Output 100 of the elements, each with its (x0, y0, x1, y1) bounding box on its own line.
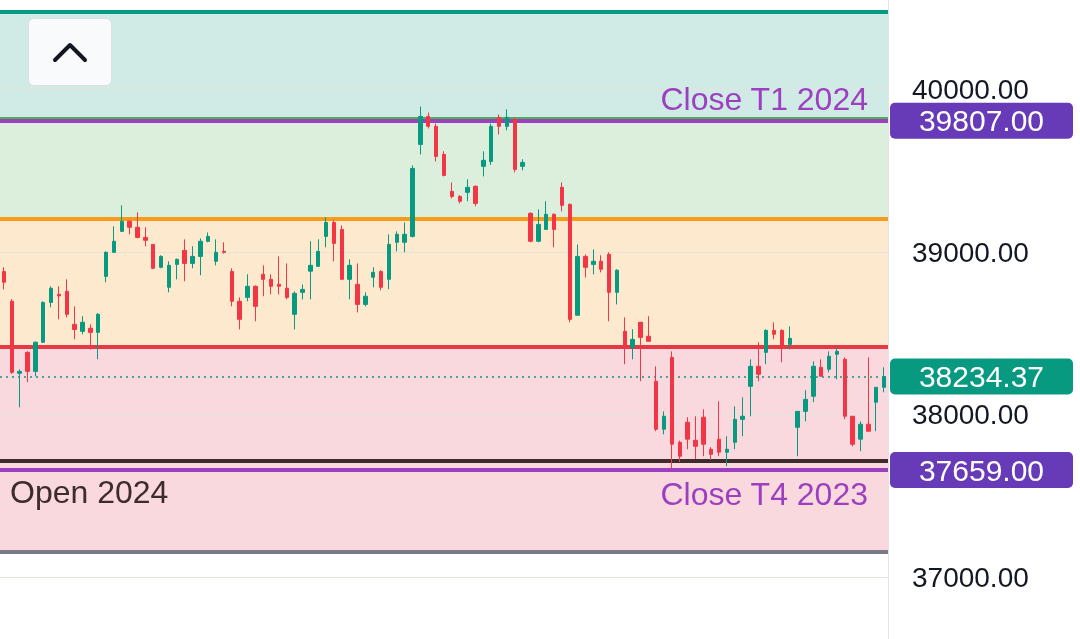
candlestick (269, 273, 273, 295)
candlestick (874, 386, 878, 432)
candlestick (198, 237, 203, 276)
candlestick (230, 267, 234, 307)
candlestick (340, 224, 344, 280)
ref-line-label: Close T1 2024 (660, 80, 868, 117)
y-tick-label: 37000.00 (912, 561, 1029, 593)
candlestick (143, 226, 148, 247)
candlestick (843, 356, 847, 420)
candlestick (151, 243, 155, 270)
candlestick (355, 262, 360, 313)
candlestick (850, 415, 855, 447)
candlestick (112, 225, 116, 253)
candlestick (520, 158, 525, 171)
candlestick (764, 328, 768, 365)
candlestick (544, 200, 548, 230)
candlestick (788, 325, 792, 350)
candlestick (41, 300, 45, 344)
candlestick (426, 112, 430, 129)
candlestick (2, 266, 6, 290)
candlestick (206, 232, 210, 243)
candlestick (615, 268, 619, 305)
candlestick (167, 260, 171, 293)
candlestick (678, 440, 682, 463)
candlestick (465, 178, 470, 202)
candlestick (670, 350, 674, 470)
candlestick (646, 315, 651, 342)
candlestick (214, 238, 218, 266)
candlestick (104, 250, 108, 283)
candlestick (693, 415, 698, 460)
candlestick (72, 305, 77, 340)
candlestick (300, 283, 305, 300)
candlestick (237, 296, 242, 330)
candlestick (190, 245, 195, 269)
candlestick (10, 298, 14, 375)
candlestick (135, 211, 140, 239)
candlestick (418, 106, 423, 155)
candlestick (402, 221, 407, 253)
candlestick (33, 340, 38, 377)
candlestick (685, 416, 690, 450)
candlestick (568, 202, 572, 323)
candlestick (623, 316, 627, 365)
candlestick (308, 240, 313, 300)
candlestick (481, 150, 486, 177)
candlestick (882, 366, 886, 393)
candlestick (222, 241, 226, 255)
candlestick (88, 323, 93, 350)
candlestick (717, 400, 721, 457)
ref-line-label: Close T4 2023 (660, 476, 868, 513)
y-tick-label: 39000.00 (912, 236, 1029, 268)
candlestick (591, 248, 596, 275)
candlestick (96, 312, 100, 360)
candlestick (654, 365, 658, 432)
candlestick (363, 291, 368, 307)
candlestick (458, 194, 462, 204)
candlestick (261, 264, 265, 297)
candlestick (253, 284, 258, 322)
candlestick (505, 108, 509, 131)
candlestick (583, 253, 588, 278)
candlestick (780, 328, 784, 363)
candlestick (292, 290, 297, 330)
candlestick (277, 255, 281, 295)
candlestick (748, 358, 753, 417)
candlestick (473, 184, 478, 207)
candlestick (701, 408, 706, 457)
candlestick (803, 389, 808, 422)
candlestick (57, 285, 61, 320)
candlestick (434, 123, 438, 162)
candlestick (772, 321, 776, 340)
candlestick (316, 238, 320, 267)
candlestick (245, 273, 250, 302)
candlestick (175, 258, 179, 280)
y-tick-label: 39807.00 (918, 104, 1045, 138)
candlestick (575, 243, 580, 316)
candlestick (25, 350, 30, 383)
candlestick (858, 420, 863, 452)
candlestick (80, 315, 85, 335)
candlestick (733, 405, 737, 450)
candlestick (528, 211, 533, 243)
candlestick (819, 358, 823, 377)
candlestick (827, 350, 831, 373)
candlestick (120, 204, 124, 232)
candlestick (387, 233, 391, 290)
candlestick (442, 150, 446, 177)
candlestick (127, 219, 132, 235)
candlestick (607, 251, 611, 322)
candlestick (599, 254, 603, 273)
candlestick (371, 266, 375, 288)
candlestick (756, 341, 761, 382)
candlestick (65, 278, 69, 318)
candlestick (795, 410, 800, 457)
candlestick (662, 410, 666, 435)
candlestick (630, 328, 635, 360)
candlestick (324, 216, 328, 248)
ref-line-label: Open 2024 (10, 474, 169, 511)
candlestick (395, 230, 399, 252)
candlestick (410, 164, 415, 238)
candlestick (740, 396, 745, 437)
candlestick (347, 258, 352, 300)
candlestick (450, 181, 454, 199)
